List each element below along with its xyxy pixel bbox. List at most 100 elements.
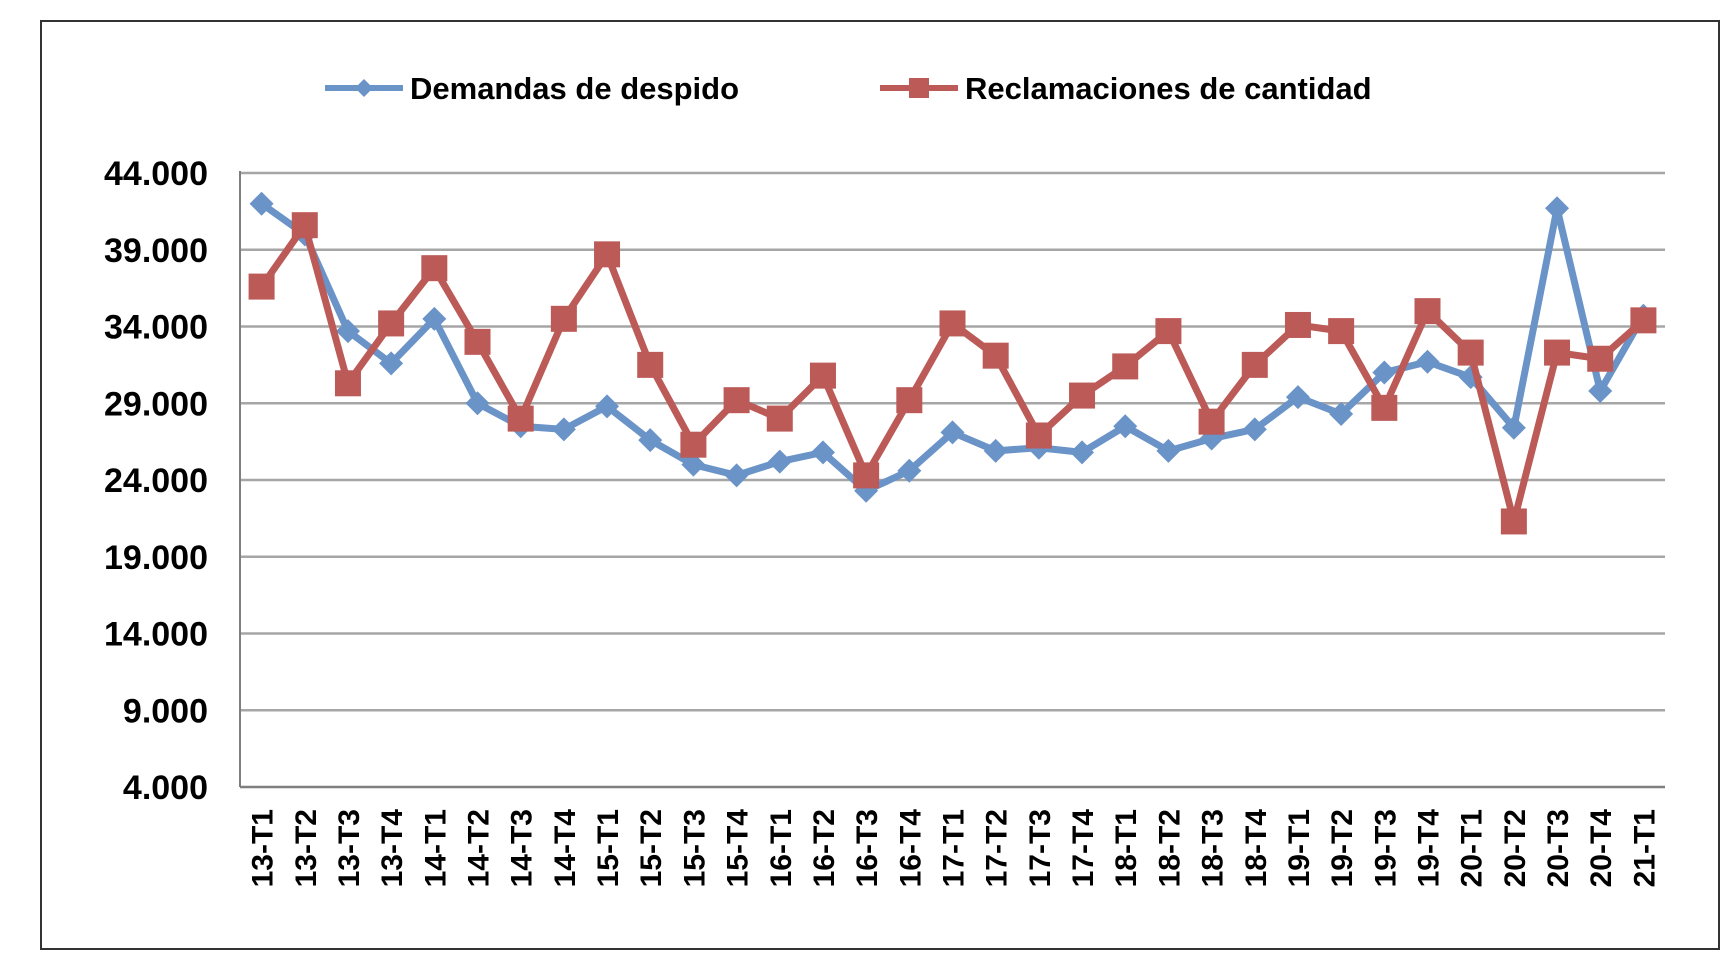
x-tick-label: 20-T2	[1499, 809, 1532, 887]
data-point	[595, 394, 620, 419]
series	[248, 191, 1657, 535]
data-point	[594, 241, 621, 268]
data-point	[1630, 307, 1657, 334]
legend-label: Reclamaciones de cantidad	[965, 71, 1372, 106]
data-point	[1156, 438, 1181, 463]
x-tick-label: 15-T4	[722, 809, 755, 888]
legend-marker	[909, 78, 929, 98]
x-tick-label: 21-T1	[1628, 809, 1661, 887]
data-point	[248, 273, 275, 300]
x-tick-label: 14-T4	[549, 809, 582, 888]
y-tick-label: 39.000	[104, 232, 208, 270]
x-tick-label: 16-T1	[765, 809, 798, 887]
legend-item-1: Demandas de despido	[325, 71, 739, 106]
y-tick-label: 29.000	[104, 385, 208, 423]
x-tick-label: 16-T4	[894, 809, 927, 888]
x-tick-label: 15-T3	[678, 809, 711, 887]
data-point	[1545, 196, 1570, 221]
x-tick-label: 16-T2	[808, 809, 841, 887]
data-point	[1113, 414, 1138, 439]
y-tick-label: 4.000	[123, 769, 208, 807]
data-point	[853, 462, 880, 489]
data-point	[809, 362, 836, 389]
data-point	[465, 391, 490, 416]
data-point	[638, 428, 663, 453]
data-point	[982, 342, 1009, 369]
x-tick-label: 19-T2	[1326, 809, 1359, 887]
legend: Demandas de despido Reclamaciones de cant…	[325, 71, 1372, 106]
data-point	[1587, 345, 1614, 372]
x-tick-label: 19-T3	[1369, 809, 1402, 887]
data-point	[291, 212, 318, 239]
data-point	[1198, 408, 1225, 435]
x-tick-label: 20-T4	[1585, 809, 1618, 888]
data-point	[896, 387, 923, 414]
y-axis-ticks: 4.000 9.000 14.000 19.000 24.000 29.000 34.000…	[104, 155, 208, 807]
data-point	[421, 255, 448, 282]
x-tick-label: 13-T2	[290, 809, 323, 887]
x-tick-label: 15-T2	[635, 809, 668, 887]
y-tick-label: 9.000	[123, 692, 208, 730]
data-point	[1414, 298, 1441, 325]
series-2	[248, 212, 1657, 535]
data-point	[335, 319, 360, 344]
data-point	[1501, 415, 1526, 440]
legend-item-2: Reclamaciones de cantidad	[880, 71, 1372, 106]
x-tick-label: 17-T4	[1067, 809, 1100, 888]
data-point	[810, 440, 835, 465]
data-point	[550, 305, 577, 332]
data-point	[1588, 378, 1613, 403]
data-point	[680, 431, 707, 458]
data-point	[1112, 353, 1139, 380]
data-point	[637, 351, 664, 378]
x-tick-label: 13-T3	[333, 809, 366, 887]
x-tick-label: 19-T4	[1413, 809, 1446, 888]
y-tick-label: 24.000	[104, 462, 208, 500]
data-point	[766, 405, 793, 432]
data-point	[1241, 351, 1268, 378]
data-point	[767, 449, 792, 474]
y-tick-label: 44.000	[104, 155, 208, 193]
data-point	[1415, 349, 1440, 374]
x-tick-label: 13-T4	[376, 809, 409, 888]
data-point	[379, 351, 404, 376]
legend-label: Demandas de despido	[410, 71, 739, 106]
data-point	[1070, 440, 1095, 465]
x-tick-label: 18-T3	[1197, 809, 1230, 887]
data-point	[507, 405, 534, 432]
data-point	[983, 438, 1008, 463]
data-point	[334, 370, 361, 397]
y-tick-label: 19.000	[104, 539, 208, 577]
data-point	[1329, 401, 1354, 426]
x-tick-label: 18-T2	[1153, 809, 1186, 887]
data-point	[1242, 417, 1267, 442]
axes	[239, 171, 1665, 789]
x-tick-label: 15-T1	[592, 809, 625, 887]
x-tick-label: 18-T1	[1110, 809, 1143, 887]
x-tick-label: 20-T3	[1542, 809, 1575, 887]
data-point	[1069, 382, 1096, 409]
data-point	[1372, 360, 1397, 385]
x-tick-label: 17-T3	[1024, 809, 1057, 887]
x-tick-label: 18-T4	[1240, 809, 1273, 888]
data-point	[378, 310, 405, 337]
data-point	[1371, 394, 1398, 421]
y-tick-label: 34.000	[104, 309, 208, 347]
x-tick-label: 17-T2	[981, 809, 1014, 887]
data-point	[723, 387, 750, 414]
data-point	[422, 306, 447, 331]
data-point	[1155, 318, 1182, 345]
data-point	[249, 191, 274, 216]
x-tick-label: 20-T1	[1456, 809, 1489, 887]
data-point	[1285, 385, 1310, 410]
x-tick-label: 14-T3	[506, 809, 539, 887]
x-tick-label: 14-T2	[463, 809, 496, 887]
x-tick-label: 19-T1	[1283, 809, 1316, 887]
x-tick-label: 13-T1	[247, 809, 280, 887]
data-point	[897, 458, 922, 483]
data-point	[1544, 339, 1571, 366]
data-point	[1284, 311, 1311, 338]
data-point	[724, 463, 749, 488]
legend-marker	[355, 79, 373, 97]
